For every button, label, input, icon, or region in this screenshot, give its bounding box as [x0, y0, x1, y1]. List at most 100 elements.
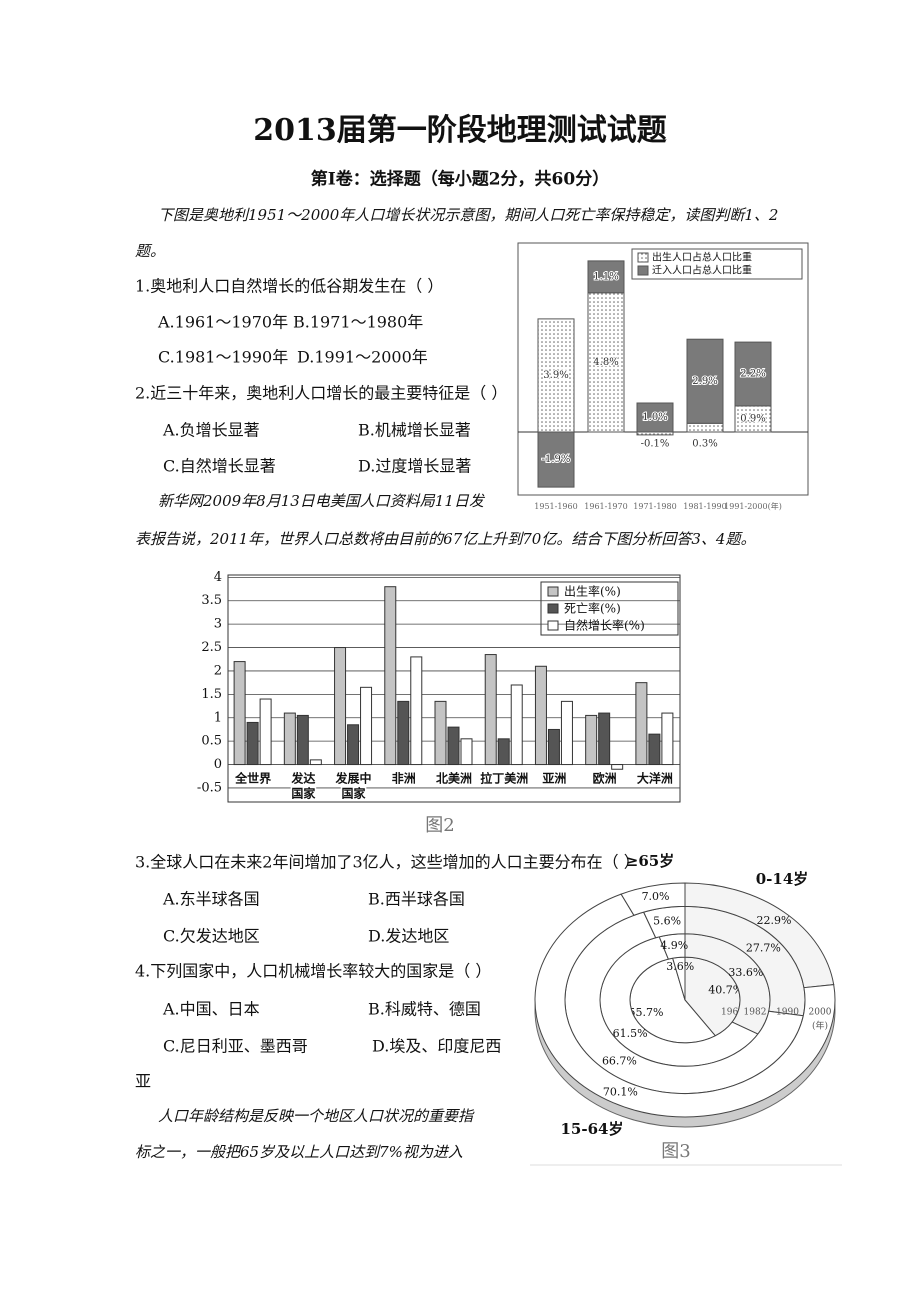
x-tick-label: 国家: [342, 786, 367, 801]
figure2-frame: [227, 574, 681, 803]
caption: 图3: [661, 1141, 690, 1162]
bar: [537, 431, 575, 488]
ring-sector: [620, 882, 686, 916]
value-label: 0.3%: [692, 439, 717, 450]
legend-swatch: [547, 603, 559, 614]
x-tick-label: 发达: [290, 771, 315, 786]
value-label: 55.7%: [628, 1006, 663, 1019]
legend-swatch: [637, 252, 649, 263]
group-label: 0-14岁: [756, 870, 809, 888]
y-tick-label: 0: [214, 757, 222, 772]
value-label: 2.9%: [692, 376, 717, 387]
bar: [410, 656, 423, 766]
ring-sector: [534, 893, 836, 1118]
bar: [585, 714, 598, 766]
value-label: 4.9%: [660, 939, 688, 952]
y-tick-label: 0.5: [201, 734, 222, 749]
bar: [384, 586, 397, 766]
option: D.埃及、印度尼西: [372, 1037, 501, 1056]
x-tick-label: 发展中: [335, 771, 372, 786]
figure1-frame: [517, 242, 809, 496]
bar: [434, 700, 447, 766]
bar: [611, 764, 624, 770]
bar: [246, 721, 259, 766]
legend-label: 迁入人口占总人口比重: [652, 264, 752, 277]
y-tick-label: 4: [214, 570, 222, 585]
question: 4.下列国家中，人口机械增长率较大的国家是（ ）: [135, 962, 491, 981]
bar: [360, 686, 373, 766]
value-label: 4.8%: [593, 357, 618, 368]
x-tick-label: 国家: [342, 786, 367, 801]
bar: [598, 712, 611, 766]
bar: [233, 661, 246, 766]
option: C.尼日利亚、墨西哥: [163, 1037, 308, 1056]
caption: 图2: [425, 815, 454, 836]
option: B.机械增长显著: [358, 421, 471, 440]
section: 第Ⅰ卷：选择题（每小题2分，共60分）: [311, 169, 609, 190]
value-label: 22.9%: [756, 914, 791, 927]
x-tick-label: 欧洲: [593, 771, 617, 786]
ring-year: 1990: [776, 1008, 799, 1018]
option: B.科威特、德国: [368, 1000, 481, 1019]
bar: [587, 260, 625, 294]
option: D.1991～2000年: [297, 348, 428, 367]
option: B.1971～1980年: [293, 313, 423, 332]
paragraph: 标之一，一般把65岁及以上人口达到7%视为进入: [135, 1143, 463, 1161]
y-tick-label: 3.5: [201, 593, 222, 608]
bar: [587, 292, 625, 433]
y-tick-label: 1.5: [201, 687, 222, 702]
value-label: -0.1%: [641, 439, 670, 450]
bar: [309, 759, 322, 766]
bar: [734, 341, 772, 407]
legend-swatch: [637, 265, 649, 276]
paragraph: 题。: [135, 242, 165, 260]
option: D.过度增长显著: [358, 457, 471, 476]
value-label: 2.2%: [740, 369, 765, 380]
x-tick-label: 1981-1990: [683, 502, 726, 511]
legend-swatch: [547, 620, 559, 631]
legend-label: 出生人口占总人口比重: [652, 251, 752, 264]
x-tick-label: 发达: [290, 771, 315, 786]
x-tick-label: 国家: [291, 786, 316, 801]
x-tick-label: 亚洲: [542, 772, 566, 786]
bar: [259, 698, 272, 766]
x-tick-label: 国家: [291, 786, 316, 801]
legend-label: 出生率(%): [564, 584, 621, 599]
question: 1.奥地利人口自然增长的低谷期发生在（ ）: [135, 277, 443, 296]
x-tick-label: 大洋洲: [637, 771, 673, 786]
paragraph: 人口年龄结构是反映一个地区人口状况的重要指: [158, 1107, 475, 1125]
value-label: 33.6%: [728, 966, 763, 979]
option: C.自然增长显著: [163, 457, 276, 476]
value-label: 0.9%: [740, 413, 765, 424]
x-tick-label: 拉丁美洲: [480, 771, 528, 786]
option: C.1981～1990年: [158, 348, 288, 367]
bar: [686, 422, 724, 433]
bar: [510, 684, 523, 766]
x-tick-label: 全世界: [234, 771, 271, 786]
bar: [447, 726, 460, 766]
value-label: 3.6%: [666, 960, 694, 973]
x-tick-label: 欧洲: [593, 771, 617, 786]
unit-label: (年): [812, 1020, 828, 1032]
option: C.欠发达地区: [163, 927, 260, 946]
group-label: ≥65岁: [626, 852, 674, 870]
legend-swatch: [547, 586, 559, 597]
ring-year: 2000: [809, 1008, 832, 1018]
bar: [397, 700, 410, 766]
option: A.1961～1970年: [157, 313, 288, 332]
value-label: 1.1%: [593, 271, 618, 282]
bar: [635, 682, 648, 766]
title: 2013届第一阶段地理测试试题: [253, 113, 667, 148]
y-tick-label: 3: [214, 617, 222, 632]
option: 亚: [135, 1072, 151, 1091]
value-label: -1.9%: [542, 454, 571, 465]
value-label: 70.1%: [603, 1085, 638, 1098]
bar: [296, 714, 309, 766]
legend-label: 自然增长率(%): [564, 618, 645, 633]
ring-year: 1964: [721, 1008, 744, 1018]
bar: [636, 402, 674, 433]
x-tick-label: 全世界: [234, 771, 271, 786]
figure2-legend: [540, 581, 679, 636]
x-tick-label: 1991-2000(年): [724, 501, 782, 511]
bar: [686, 338, 724, 424]
